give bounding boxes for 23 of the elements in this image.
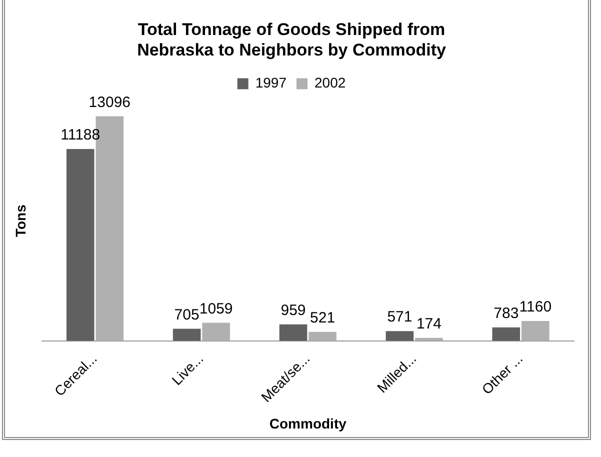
data-label: 959 [280, 302, 306, 320]
data-label: 174 [416, 316, 442, 333]
bar [202, 322, 230, 341]
legend-label: 2002 [314, 74, 346, 91]
chart-title: Total Tonnage of Goods Shipped from Nebraska to Neighbors by Commodity [137, 20, 446, 60]
bar [66, 149, 94, 341]
data-label: 521 [310, 310, 336, 327]
bar [308, 332, 336, 341]
data-label: 1059 [199, 300, 233, 318]
data-label: 11188 [60, 126, 100, 144]
data-label: 705 [174, 306, 200, 324]
y-axis-title: Tons [12, 204, 28, 238]
bar [172, 328, 201, 341]
x-axis-title: Commodity [269, 415, 347, 432]
bar [279, 324, 308, 341]
data-label: 1160 [519, 298, 552, 316]
legend-label: 1997 [255, 74, 287, 91]
bar [386, 331, 414, 341]
data-label: 571 [387, 308, 412, 326]
data-label: 13096 [88, 94, 131, 111]
data-label: 783 [494, 305, 519, 322]
bar [522, 320, 550, 341]
bar [492, 327, 520, 341]
